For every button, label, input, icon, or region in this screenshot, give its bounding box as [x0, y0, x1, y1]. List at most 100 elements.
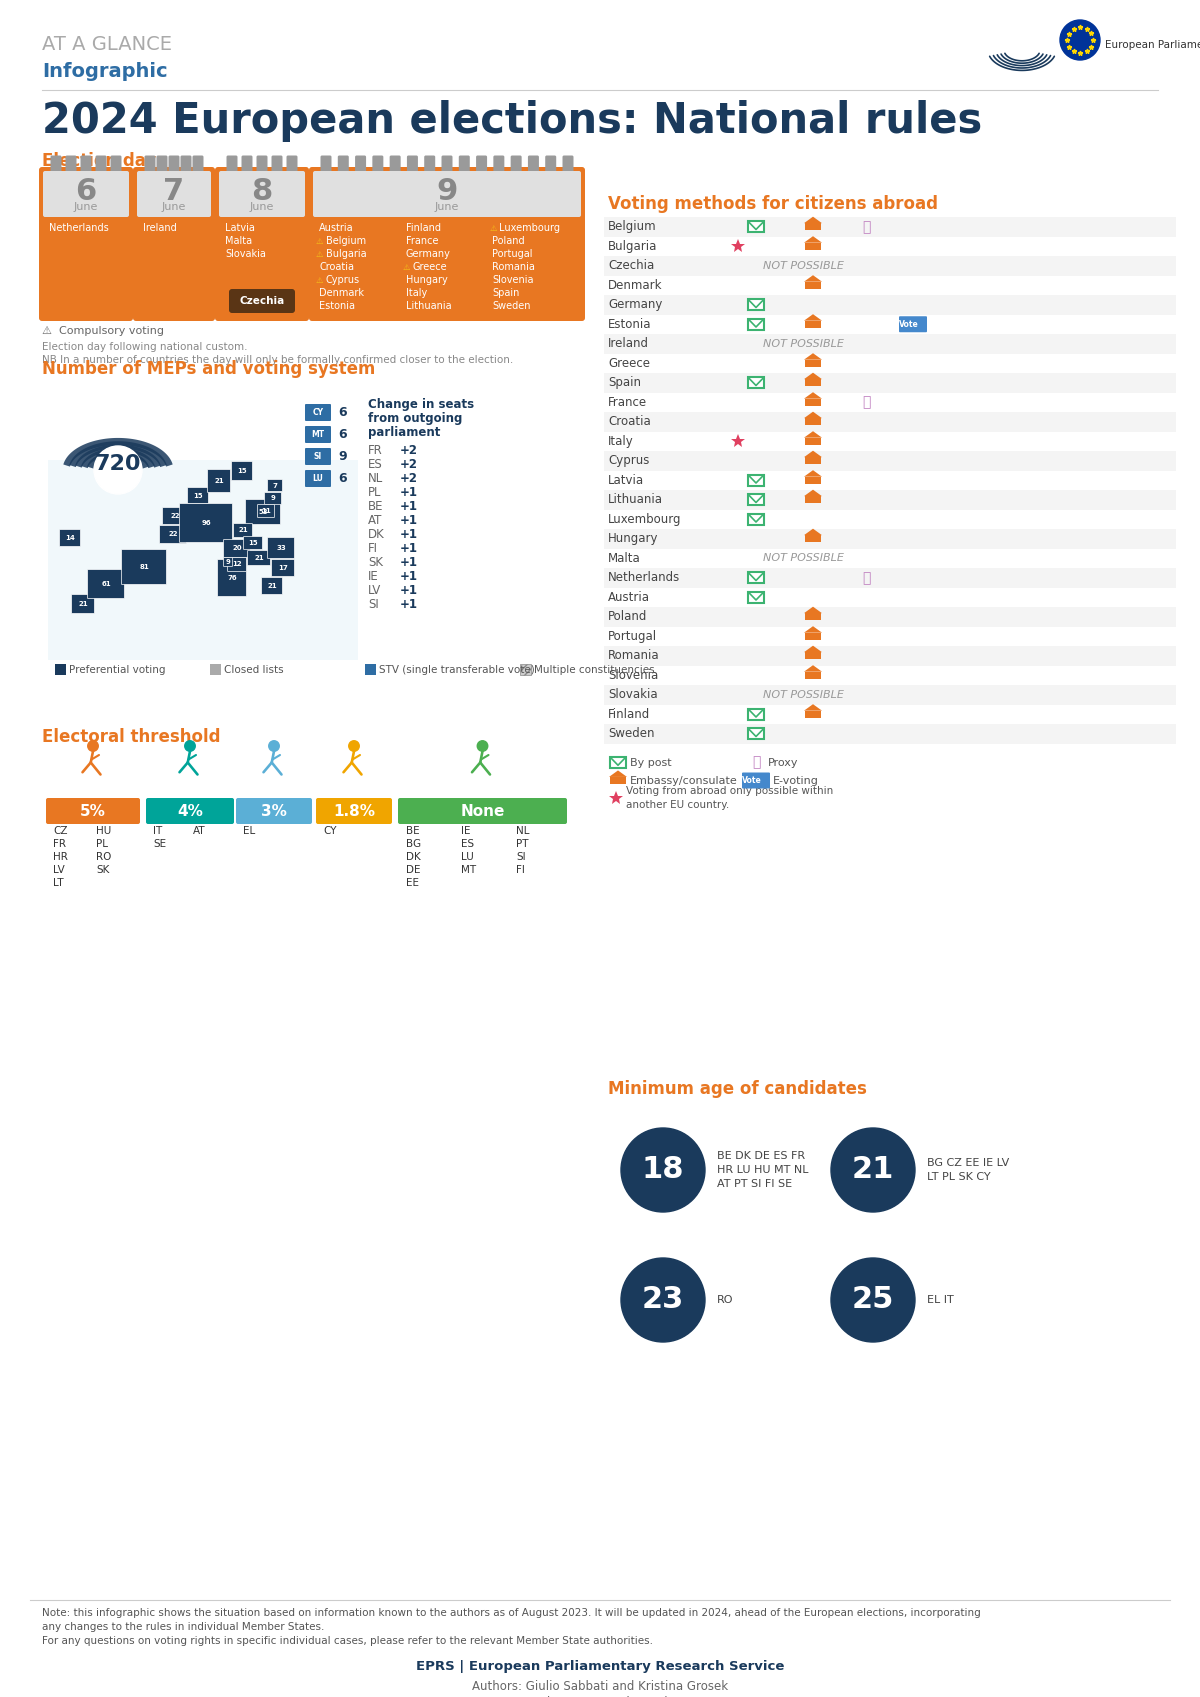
FancyBboxPatch shape — [96, 156, 107, 175]
Text: HU: HU — [96, 826, 112, 837]
FancyBboxPatch shape — [160, 526, 186, 543]
FancyBboxPatch shape — [604, 686, 1176, 704]
Text: 14: 14 — [65, 535, 74, 541]
FancyBboxPatch shape — [234, 523, 252, 538]
Text: Embassy/consulate: Embassy/consulate — [630, 776, 738, 786]
FancyBboxPatch shape — [604, 647, 1176, 665]
FancyBboxPatch shape — [305, 404, 331, 421]
FancyBboxPatch shape — [236, 798, 312, 825]
FancyBboxPatch shape — [316, 798, 392, 825]
Text: 21: 21 — [852, 1156, 894, 1185]
Text: 1.8%: 1.8% — [334, 803, 374, 818]
Polygon shape — [804, 451, 822, 456]
Text: Portugal: Portugal — [608, 630, 658, 643]
Text: PT: PT — [516, 838, 528, 848]
Text: Estonia: Estonia — [608, 317, 652, 331]
FancyBboxPatch shape — [215, 166, 310, 321]
FancyBboxPatch shape — [748, 377, 764, 389]
FancyBboxPatch shape — [80, 156, 91, 175]
Text: 9: 9 — [270, 496, 276, 502]
Text: FR: FR — [53, 838, 66, 848]
FancyBboxPatch shape — [55, 664, 66, 675]
Text: 17: 17 — [278, 565, 288, 570]
FancyBboxPatch shape — [604, 665, 1176, 686]
FancyBboxPatch shape — [223, 558, 233, 567]
Text: 81: 81 — [139, 563, 149, 570]
Text: Belgium: Belgium — [608, 221, 656, 232]
Text: STV (single transferable vote): STV (single transferable vote) — [379, 665, 535, 675]
Text: 6: 6 — [338, 428, 347, 441]
Text: 6: 6 — [76, 178, 97, 207]
FancyBboxPatch shape — [604, 490, 1176, 509]
FancyBboxPatch shape — [748, 319, 764, 329]
Text: NOT POSSIBLE: NOT POSSIBLE — [763, 689, 844, 699]
Text: Luxembourg: Luxembourg — [499, 222, 560, 232]
Text: 23: 23 — [642, 1286, 684, 1315]
FancyBboxPatch shape — [442, 156, 452, 175]
FancyBboxPatch shape — [748, 514, 764, 524]
Text: Malta: Malta — [608, 552, 641, 565]
FancyBboxPatch shape — [372, 156, 383, 175]
FancyBboxPatch shape — [604, 217, 1176, 236]
Text: Lithuania: Lithuania — [406, 300, 451, 311]
Text: SI: SI — [314, 451, 322, 462]
FancyBboxPatch shape — [805, 282, 821, 288]
FancyBboxPatch shape — [805, 399, 821, 406]
Text: 9: 9 — [226, 558, 230, 565]
FancyBboxPatch shape — [604, 587, 1176, 608]
FancyBboxPatch shape — [899, 316, 928, 333]
FancyBboxPatch shape — [545, 156, 557, 175]
Circle shape — [88, 742, 98, 752]
FancyBboxPatch shape — [805, 477, 821, 484]
FancyBboxPatch shape — [320, 156, 331, 175]
FancyBboxPatch shape — [208, 470, 230, 492]
Polygon shape — [804, 373, 822, 378]
Text: Cyprus: Cyprus — [608, 455, 649, 467]
Text: NOT POSSIBLE: NOT POSSIBLE — [763, 261, 844, 272]
FancyBboxPatch shape — [604, 334, 1176, 353]
Text: Austria: Austria — [608, 591, 650, 604]
FancyBboxPatch shape — [220, 171, 305, 217]
FancyBboxPatch shape — [88, 570, 125, 599]
Text: Malta: Malta — [226, 236, 252, 246]
Text: Finland: Finland — [608, 708, 650, 721]
FancyBboxPatch shape — [137, 171, 211, 217]
FancyBboxPatch shape — [604, 236, 1176, 256]
Text: IE: IE — [461, 826, 470, 837]
Text: EPRS | European Parliamentary Research Service: EPRS | European Parliamentary Research S… — [416, 1660, 784, 1673]
Text: BE: BE — [406, 826, 420, 837]
FancyBboxPatch shape — [604, 470, 1176, 490]
Text: Romania: Romania — [492, 261, 535, 272]
Text: 21: 21 — [238, 528, 248, 533]
FancyBboxPatch shape — [805, 438, 821, 445]
Text: Voting methods for citizens abroad: Voting methods for citizens abroad — [608, 195, 938, 214]
Text: from outgoing: from outgoing — [368, 412, 462, 424]
Text: PL: PL — [368, 485, 382, 499]
Text: Denmark: Denmark — [319, 288, 364, 299]
Polygon shape — [804, 704, 822, 711]
FancyBboxPatch shape — [271, 156, 282, 175]
Text: IE: IE — [368, 570, 379, 584]
FancyBboxPatch shape — [223, 540, 251, 558]
Text: Spain: Spain — [608, 377, 641, 389]
Circle shape — [269, 742, 280, 752]
Text: 15: 15 — [238, 468, 247, 473]
Text: DK: DK — [406, 852, 421, 862]
FancyBboxPatch shape — [805, 613, 821, 621]
Text: Austria: Austria — [319, 222, 354, 232]
FancyBboxPatch shape — [742, 772, 770, 789]
Text: 15: 15 — [248, 540, 258, 546]
Polygon shape — [804, 665, 822, 672]
Text: Portugal: Portugal — [492, 249, 533, 260]
FancyBboxPatch shape — [180, 156, 192, 175]
Text: +2: +2 — [400, 472, 418, 485]
FancyBboxPatch shape — [310, 166, 586, 321]
Text: ⚠: ⚠ — [316, 249, 324, 258]
Text: CY: CY — [323, 826, 336, 837]
Text: any changes to the rules in individual Member States.: any changes to the rules in individual M… — [42, 1622, 324, 1633]
Text: ⚠: ⚠ — [316, 275, 324, 285]
FancyBboxPatch shape — [610, 777, 626, 784]
Text: Belgium: Belgium — [326, 236, 366, 246]
Polygon shape — [804, 490, 822, 496]
Text: SE: SE — [154, 838, 166, 848]
